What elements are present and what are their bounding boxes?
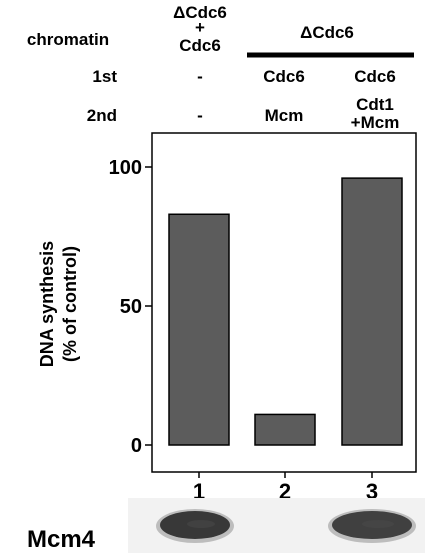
lane2-first: Cdc6 — [263, 67, 305, 86]
y-axis-label-line1: DNA synthesis — [37, 241, 57, 367]
lane-label-1: 1 — [193, 479, 205, 504]
bar-lane-1 — [168, 213, 230, 446]
second-label: 2nd — [87, 106, 117, 125]
blot-label: Mcm4 — [27, 526, 96, 553]
lane-label-2: 2 — [279, 479, 291, 504]
western-blot — [128, 498, 425, 553]
lane3-first: Cdc6 — [354, 67, 396, 86]
lane1-chromatin-line1: ΔCdc6 — [173, 3, 227, 22]
lane3-second-line1: Cdt1 — [356, 95, 394, 114]
lane2-second: Mcm — [265, 106, 304, 125]
lane1-chromatin-line2: Cdc6 — [179, 36, 221, 55]
lane1-second: - — [197, 106, 203, 125]
lane1-first: - — [197, 67, 203, 86]
lane1-chromatin-plus: + — [195, 18, 205, 37]
blot-band-highlight-1 — [187, 520, 215, 528]
blot-band-highlight-3 — [362, 520, 394, 528]
plot-area: 0 50 100 1 2 3 — [109, 132, 417, 504]
group-label: ΔCdc6 — [300, 23, 354, 42]
lane-label-3: 3 — [366, 479, 378, 504]
first-label: 1st — [92, 67, 117, 86]
plot-frame — [151, 132, 417, 473]
bar-lane-3 — [341, 177, 403, 446]
y-tick-label-0: 0 — [131, 435, 142, 457]
chromatin-label: chromatin — [27, 30, 109, 49]
lane3-second-line2: +Mcm — [351, 113, 400, 132]
y-tick-label-100: 100 — [109, 157, 142, 179]
y-axis-label-line2: (% of control) — [60, 246, 80, 362]
y-tick-label-50: 50 — [120, 296, 142, 318]
bar-lane-2 — [254, 413, 316, 446]
